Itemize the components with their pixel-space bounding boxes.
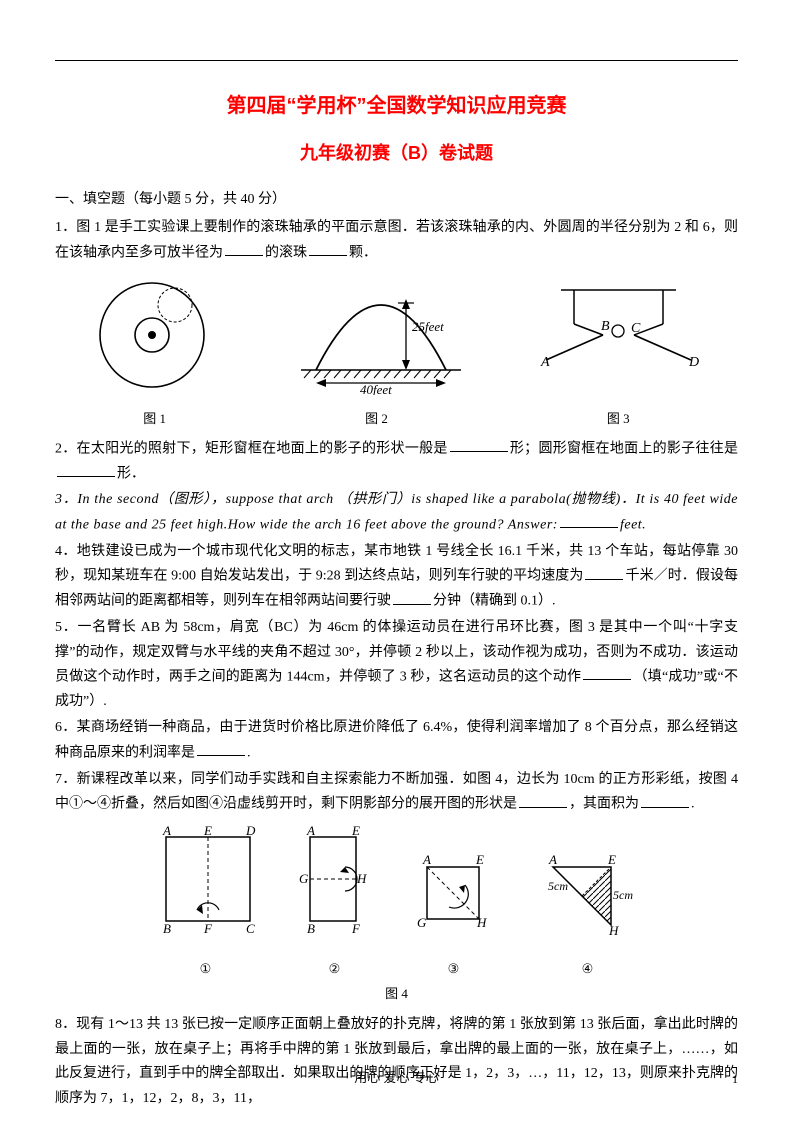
svg-text:5cm: 5cm [613,888,633,902]
problem-3: 3．In the second（图形），suppose that arch （拱… [55,488,738,537]
svg-text:B: B [307,921,315,936]
svg-text:25feet: 25feet [412,319,444,334]
svg-text:D: D [688,355,699,370]
problem-7: 7．新课程改革以来，同学们动手实践和自主探索能力不断加强．如图 4，边长为 10… [55,768,738,817]
figure-2: 25feet 40feet 图 2 [286,275,466,430]
svg-text:F: F [351,921,361,936]
blank [57,462,115,477]
fig4-2-label: ② [295,958,375,981]
svg-text:E: E [203,825,212,838]
fig4-1: A E D B F C ① [151,825,261,980]
blank [519,792,567,807]
problem-1: 1．图 1 是手工实验课上要制作的滚珠轴承的平面示意图．若该滚珠轴承的内、外圆周… [55,216,738,265]
svg-text:A: A [422,852,431,867]
fig4-3-label: ③ [409,958,499,981]
fig1-svg [87,275,222,395]
svg-text:G: G [417,915,427,930]
svg-text:C: C [246,921,255,936]
blank [560,513,618,528]
fig3-label: 图 3 [531,408,706,431]
p6-post: . [247,745,251,760]
blank [583,665,631,680]
main-title: 第四届“学用杯”全国数学知识应用竞赛 [55,89,738,124]
fig4-3-svg: A E G H [409,845,499,945]
svg-text:E: E [475,852,484,867]
svg-text:D: D [245,825,256,838]
svg-text:E: E [607,852,616,867]
svg-text:A: A [540,355,550,370]
svg-text:B: B [601,319,610,334]
p2-post: 形． [117,466,145,481]
svg-text:40feet: 40feet [360,382,392,395]
svg-text:H: H [608,923,619,938]
p4-post: 分钟（精确到 0.1）. [433,594,556,609]
blank [393,589,431,604]
fig1-label: 图 1 [87,408,222,431]
sub-title: 九年级初赛（B）卷试题 [55,138,738,170]
blank [585,564,623,579]
page-number: 1 [732,1069,738,1090]
problem-4: 4．地铁建设已成为一个城市现代化文明的标志，某市地铁 1 号线全长 16.1 千… [55,540,738,614]
blank [641,792,689,807]
fig4-3: A E G H ③ [409,845,499,980]
problem-8: 8．现有 1～13 共 13 张已按一定顺序正面朝上叠放好的扑克牌，将牌的第 1… [55,1013,738,1111]
fig2-label: 图 2 [286,408,466,431]
fig4-4-label: ④ [533,958,643,981]
problem-6: 6．某商场经销一种商品，由于进货时价格比原进价降低了 6.4%，使得利润率增加了… [55,716,738,765]
p1-pre: 1．图 1 是手工实验课上要制作的滚珠轴承的平面示意图．若该滚珠轴承的内、外圆周… [55,220,738,260]
fig4-caption: 图 4 [55,983,738,1006]
fig4-4-svg: A E H 5cm 5cm [533,845,643,945]
svg-text:A: A [162,825,171,838]
svg-text:F: F [203,921,213,936]
blank [309,241,347,256]
svg-text:A: A [548,852,557,867]
problem-2: 2．在太阳光的照射下，矩形窗框在地面上的影子的形状一般是 形；圆形窗框在地面上的影… [55,437,738,487]
fig4-1-label: ① [151,958,261,981]
fig4-1-svg: A E D B F C [151,825,261,945]
svg-text:H: H [356,871,367,886]
figure-row-2: A E D B F C ① A E G H B F ② A [55,825,738,980]
svg-text:5cm: 5cm [548,879,568,893]
fig3-svg: A B C D [531,280,706,395]
top-rule [55,60,738,61]
svg-text:E: E [351,825,360,838]
svg-text:A: A [306,825,315,838]
svg-text:H: H [476,915,487,930]
blank [450,437,508,452]
fig4-2: A E G H B F ② [295,825,375,980]
figure-3: A B C D 图 3 [531,280,706,430]
p1-mid: 的滚珠 [265,245,307,260]
p2-pre: 2．在太阳光的照射下，矩形窗框在地面上的影子的形状一般是 [55,441,448,456]
svg-text:G: G [299,871,309,886]
blank [225,241,263,256]
blank [197,741,245,756]
problem-5: 5．一名臂长 AB 为 58cm，肩宽（BC）为 46cm 的体操运动员在进行吊… [55,616,738,714]
p7-post: . [691,797,695,812]
fig2-svg: 25feet 40feet [286,275,466,395]
figure-1: 图 1 [87,275,222,430]
section-1-header: 一、填空题（每小题 5 分，共 40 分） [55,188,738,213]
fig4-2-svg: A E G H B F [295,825,375,945]
fig4-4: A E H 5cm 5cm ④ [533,845,643,980]
p1-post: 颗． [349,245,377,260]
svg-text:B: B [163,921,171,936]
figure-row-1: 图 1 25feet 40feet 图 [55,275,738,430]
p3-text2: feet. [620,517,646,532]
p7-mid: ，其面积为 [569,797,639,812]
svg-text:C: C [631,321,641,336]
p2-mid: 形；圆形窗框在地面上的影子往往是 [510,441,738,456]
p6-pre: 6．某商场经销一种商品，由于进货时价格比原进价降低了 6.4%，使得利润率增加了… [55,720,738,760]
footer-text: 用心 爱心 专心 [0,1067,793,1090]
